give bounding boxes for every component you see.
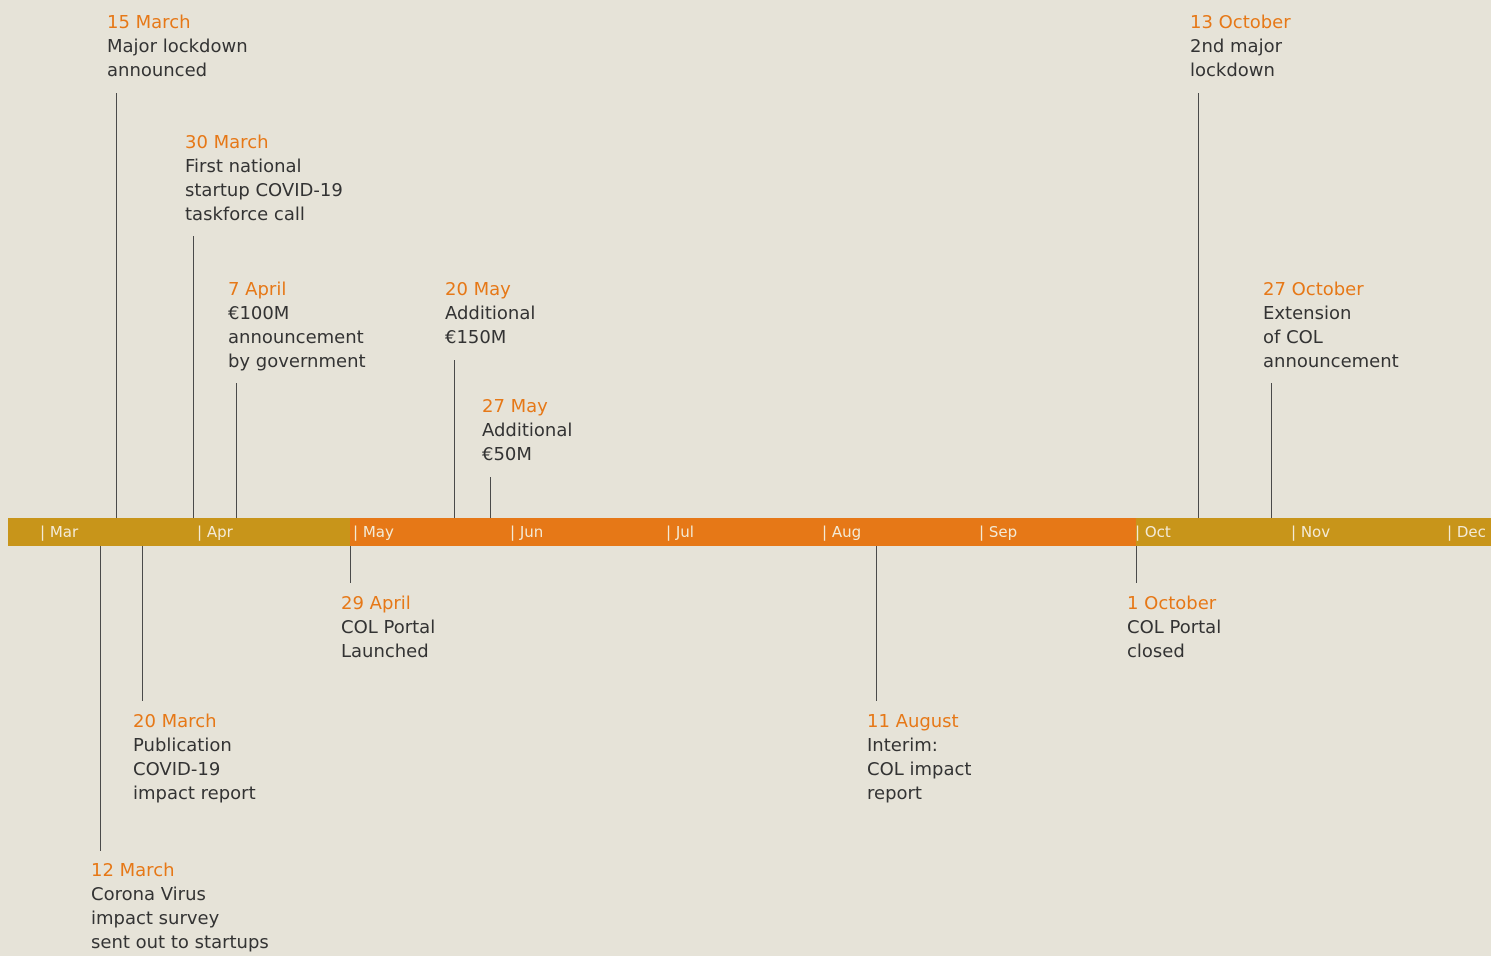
event-date: 20 May <box>445 279 511 300</box>
event-text: COL Portal <box>341 617 436 638</box>
event-date: 20 March <box>133 711 217 732</box>
event: 12 March Corona Virus impact survey sent ou… <box>91 859 269 955</box>
event: 20 March Publication COVID-19 impact report <box>133 710 256 806</box>
connector <box>142 546 143 701</box>
connector <box>100 546 101 851</box>
event-text: COVID-19 <box>133 759 221 780</box>
connector <box>1136 546 1137 583</box>
bar-segment <box>1136 518 1491 546</box>
event: 7 April €100M announcement by government <box>228 278 366 374</box>
event-text: COL Portal <box>1127 617 1222 638</box>
event-date: 12 March <box>91 860 175 881</box>
event-text: of COL <box>1263 327 1323 348</box>
event-date: 30 March <box>185 132 269 153</box>
event-text: Major lockdown <box>107 36 248 57</box>
event-text: 2nd major <box>1190 36 1282 57</box>
event-date: 27 October <box>1263 279 1364 300</box>
event-text: announcement <box>1263 351 1399 372</box>
event: 20 May Additional €150M <box>445 278 535 350</box>
month-label: | Aug <box>822 523 862 541</box>
event-text: announcement <box>228 327 364 348</box>
event-date: 15 March <box>107 12 191 33</box>
month-label: | May <box>353 523 394 541</box>
event-text: €150M <box>445 327 507 348</box>
event-text: Launched <box>341 641 429 662</box>
event-text: impact survey <box>91 908 220 929</box>
month-label: | Dec <box>1447 523 1486 541</box>
connector <box>116 93 117 518</box>
connector <box>193 236 194 518</box>
month-label: | Jul <box>666 523 694 541</box>
event: 27 October Extension of COL announcement <box>1263 278 1399 374</box>
event: 15 March Major lockdown announced <box>107 11 248 83</box>
event-text: Additional <box>482 420 573 441</box>
event-date: 29 April <box>341 593 411 614</box>
event-text: impact report <box>133 783 256 804</box>
event-text: by government <box>228 351 366 372</box>
event-text: COL impact <box>867 759 972 780</box>
bar-segment <box>350 518 1136 546</box>
event-date: 1 October <box>1127 593 1217 614</box>
event-text: First national <box>185 156 302 177</box>
event-date: 27 May <box>482 396 548 417</box>
event-text: Publication <box>133 735 232 756</box>
event-text: report <box>867 783 922 804</box>
connector <box>1198 93 1199 518</box>
connector <box>236 383 237 518</box>
connector <box>490 477 491 518</box>
event: 30 March First national startup COVID-19 ta… <box>185 131 343 227</box>
month-label: | Sep <box>979 523 1018 541</box>
month-label: | Jun <box>510 523 544 541</box>
event-text: Extension <box>1263 303 1352 324</box>
event-text: Additional <box>445 303 536 324</box>
event: 13 October 2nd major lockdown <box>1190 11 1291 83</box>
event: 27 May Additional €50M <box>482 395 572 467</box>
month-label: | Apr <box>197 523 233 541</box>
connector <box>876 546 877 701</box>
event-text: €50M <box>482 444 532 465</box>
event-text: announced <box>107 60 208 81</box>
connector <box>350 546 351 583</box>
month-label: | Nov <box>1291 523 1331 541</box>
event-text: sent out to startups <box>91 932 269 953</box>
event-date: 11 August <box>867 711 959 732</box>
event-date: 13 October <box>1190 12 1291 33</box>
connector <box>1271 383 1272 518</box>
event: 11 August Interim: COL impact report <box>867 710 971 806</box>
bar-segment <box>8 518 350 546</box>
event-text: closed <box>1127 641 1185 662</box>
event: 29 April COL Portal Launched <box>341 592 435 664</box>
event-text: €100M <box>228 303 290 324</box>
connector <box>454 360 455 518</box>
event-text: Interim: <box>867 735 938 756</box>
month-label: | Mar <box>40 523 79 541</box>
event-text: Corona Virus <box>91 884 206 905</box>
event: 1 October COL Portal closed <box>1127 592 1221 664</box>
event-text: taskforce call <box>185 204 305 225</box>
event-text: startup COVID-19 <box>185 180 343 201</box>
event-text: lockdown <box>1190 60 1275 81</box>
month-label: | Oct <box>1135 523 1171 541</box>
event-date: 7 April <box>228 279 287 300</box>
